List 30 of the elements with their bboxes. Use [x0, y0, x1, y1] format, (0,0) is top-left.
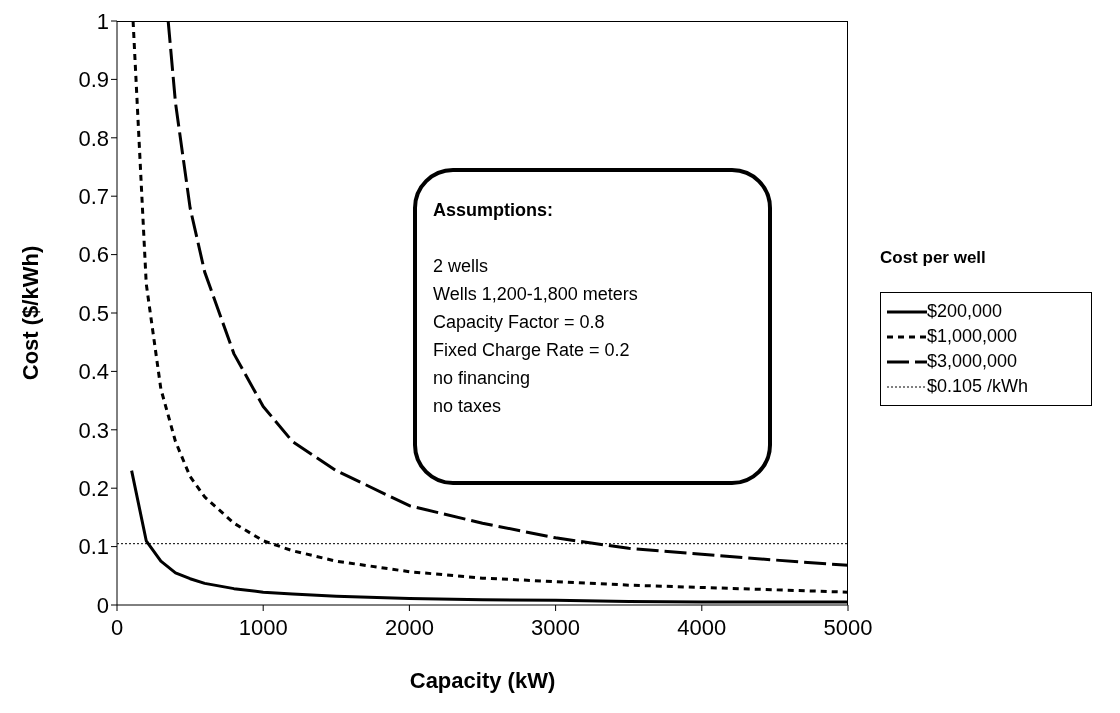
y-tick-label: 1 [96, 8, 109, 34]
x-tick-label: 2000 [384, 614, 434, 640]
y-tick-label: 0.8 [78, 125, 109, 151]
annotation: Assumptions: [433, 199, 554, 222]
annotation: no financing [433, 367, 532, 390]
y-tick-label: 0.2 [78, 476, 109, 502]
legend-label: $1,000,000 [926, 325, 1019, 348]
annotation: Capacity Factor = 0.8 [433, 311, 606, 334]
annotation: no taxes [433, 395, 503, 418]
x-tick-label: 4000 [677, 614, 727, 640]
annotation: Fixed Charge Rate = 0.2 [433, 339, 631, 362]
x-tick-label: 3000 [531, 614, 581, 640]
legend-label: $3,000,000 [926, 350, 1019, 373]
y-tick-label: 0.9 [78, 67, 109, 93]
annotation: Wells 1,200-1,800 meters [433, 283, 639, 306]
y-tick-label: 0.5 [78, 300, 109, 326]
y-tick-label: 0.3 [78, 417, 109, 443]
y-tick-label: 0 [96, 592, 109, 618]
y-tick-label: 0.6 [78, 242, 109, 268]
y-axis-title: Cost ($/kWh) [17, 245, 43, 381]
legend-title: Cost per well [880, 248, 987, 268]
legend-label: $0.105 /kWh [926, 375, 1030, 398]
y-tick-label: 0.4 [78, 359, 109, 385]
legend-label: $200,000 [926, 300, 1004, 323]
y-tick-label: 0.7 [78, 184, 109, 210]
x-tick-label: 5000 [823, 614, 873, 640]
x-tick-label: 1000 [238, 614, 288, 640]
y-tick-label: 0.1 [78, 534, 109, 560]
x-axis-title: Capacity (kW) [409, 668, 556, 693]
annotation: 2 wells [433, 255, 490, 278]
